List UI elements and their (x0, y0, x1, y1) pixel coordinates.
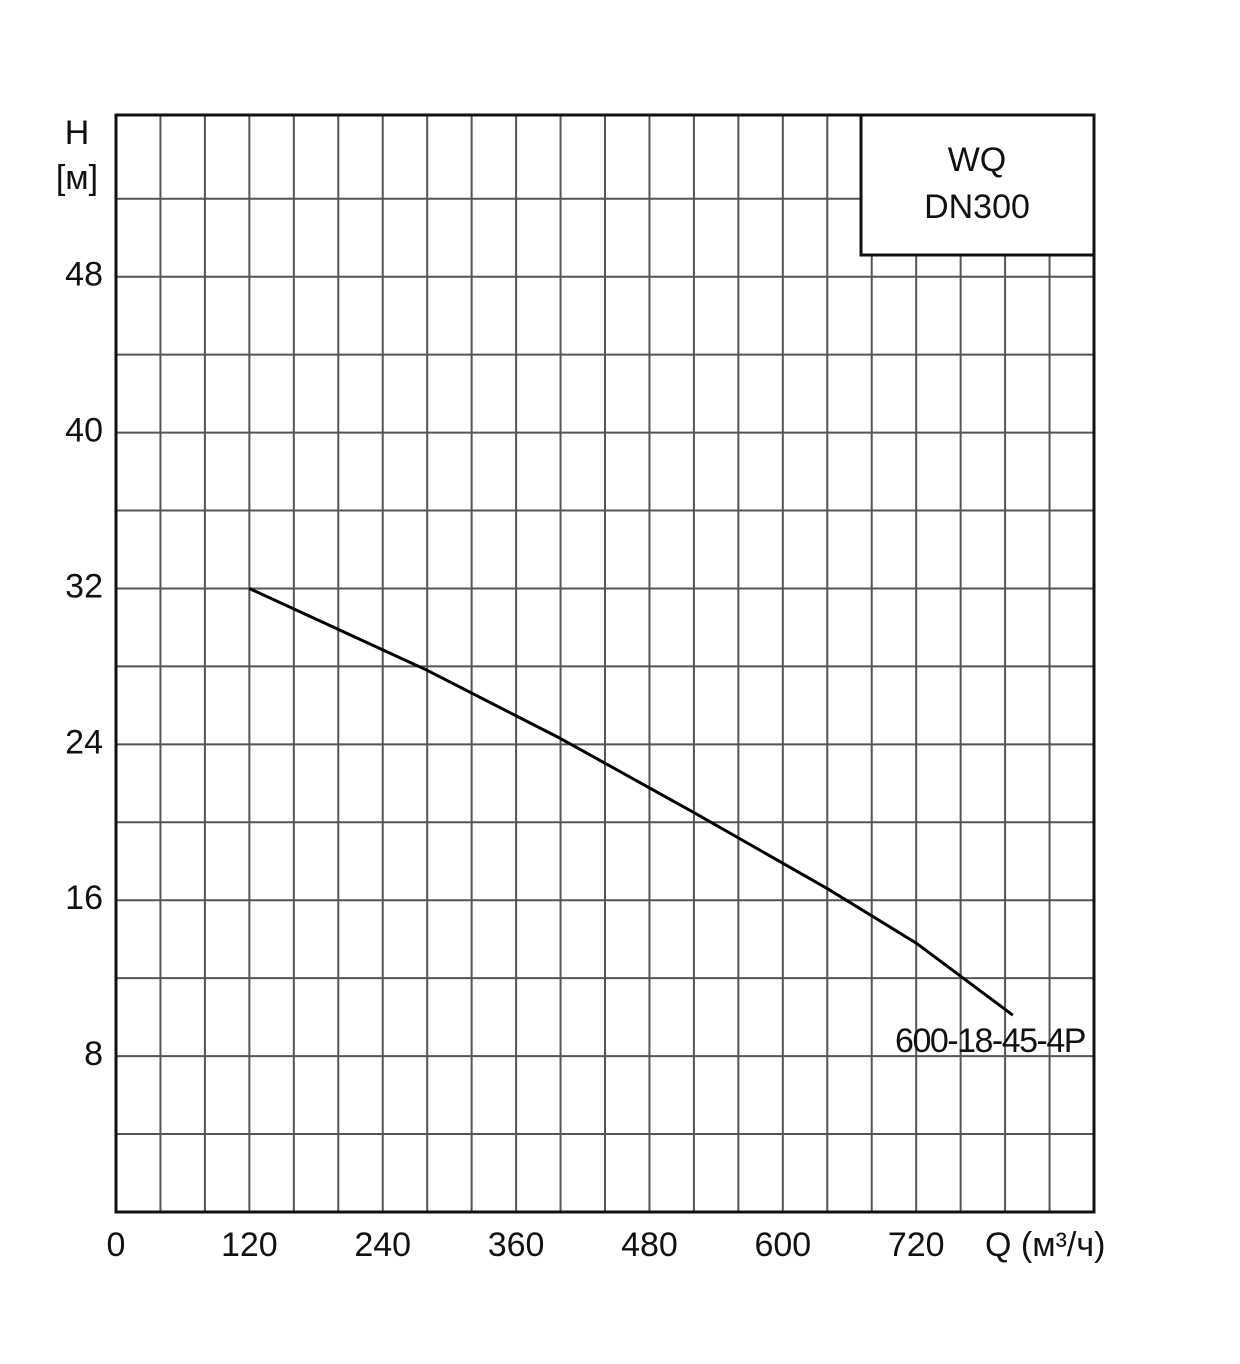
chart-title: DN300 (924, 188, 1030, 226)
y-tick-label: 32 (65, 567, 103, 605)
y-axis-label: H (65, 114, 90, 152)
x-tick-label: 720 (888, 1226, 945, 1264)
y-tick-label: 24 (65, 723, 103, 761)
y-tick-label: 40 (65, 412, 103, 450)
plot-frame (114, 113, 1096, 1214)
title-box (859, 113, 1096, 257)
series-label: 600-18-45-4P (895, 1022, 1085, 1060)
x-tick-label: 480 (621, 1226, 678, 1264)
y-axis-label: [м] (56, 159, 98, 197)
curve (248, 587, 1014, 1017)
x-tick-label: 360 (488, 1226, 545, 1264)
chart-title: WQ (948, 141, 1007, 179)
x-tick-label: 0 (107, 1226, 126, 1264)
x-tick-label: 600 (754, 1226, 811, 1264)
x-tick-label: 120 (221, 1226, 278, 1264)
x-axis-label: Q (м³/ч) (985, 1226, 1105, 1264)
x-tick-label: 240 (354, 1226, 411, 1264)
y-tick-label: 8 (84, 1035, 103, 1073)
y-tick-label: 48 (65, 256, 103, 294)
y-tick-label: 16 (65, 879, 103, 917)
